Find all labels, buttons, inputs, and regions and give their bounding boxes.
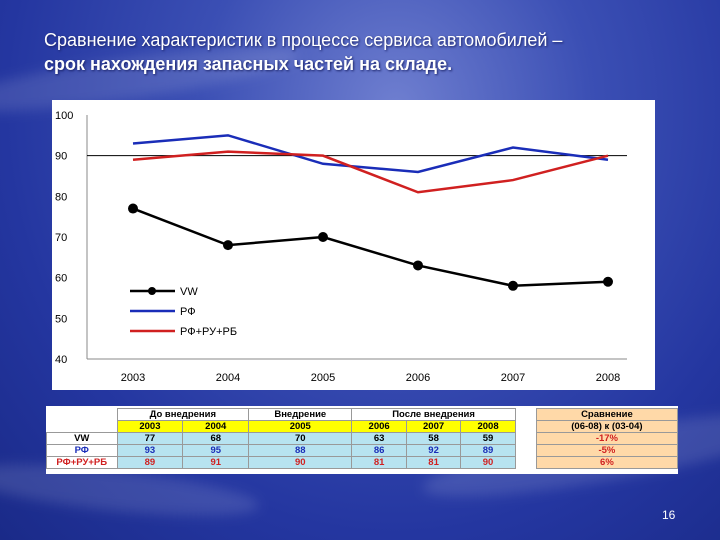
x-tick-label: 2005 xyxy=(311,372,335,384)
compare-cell: -5% xyxy=(535,444,679,457)
group-during: Внедрение xyxy=(248,408,353,421)
value-cell: 86 xyxy=(351,444,407,457)
data-point xyxy=(508,280,518,291)
title-line-2: срок нахождения запасных частей на склад… xyxy=(44,54,453,74)
slide-title: Сравнение характеристик в процессе серви… xyxy=(44,28,562,76)
value-cell: 91 xyxy=(182,456,250,469)
value-cell: 92 xyxy=(405,444,462,457)
table-gap xyxy=(515,433,536,445)
compare-sub: (06-08) к (03-04) xyxy=(535,420,679,433)
year-cell: 2007 xyxy=(405,420,462,433)
table-header-row: До внедрения Внедрение После внедрения С… xyxy=(47,408,679,421)
table-years-row: 2003 2004 2005 2006 2007 2008 (06-08) к … xyxy=(47,420,679,433)
year-cell: 2008 xyxy=(460,420,516,433)
compare-cell: 6% xyxy=(535,456,679,469)
y-tick-label: 50 xyxy=(55,313,67,325)
comparison-table-panel: До внедрения Внедрение После внедрения С… xyxy=(46,406,679,474)
line-chart: 40 50 60 70 80 90 100 2003 2004 2005 2006 2007 2008 V… xyxy=(55,110,627,384)
series-line-2 xyxy=(132,150,609,194)
value-cell: 81 xyxy=(351,456,407,469)
x-tick-label: 2007 xyxy=(501,372,525,384)
chart-panel: 40 50 60 70 80 90 100 2003 2004 2005 2006 2007 2008 V… xyxy=(52,100,655,390)
data-point xyxy=(603,276,613,287)
series-line-0 xyxy=(132,207,609,288)
x-tick-label: 2004 xyxy=(216,372,240,384)
y-tick-label: 70 xyxy=(55,232,67,244)
data-point xyxy=(223,240,233,251)
row-label: РФ+РУ+РБ xyxy=(46,456,118,469)
value-cell: 70 xyxy=(248,432,353,445)
group-compare: Сравнение xyxy=(535,408,679,421)
y-tick-label: 60 xyxy=(55,273,67,285)
x-tick-label: 2006 xyxy=(406,372,430,384)
value-cell: 81 xyxy=(405,456,462,469)
table-gap xyxy=(515,409,536,421)
row-label: VW xyxy=(46,432,118,445)
row-label: РФ xyxy=(46,444,118,457)
data-point xyxy=(128,203,138,214)
value-cell: 88 xyxy=(248,444,353,457)
legend-marker xyxy=(148,287,156,295)
value-cell: 95 xyxy=(182,444,250,457)
value-cell: 90 xyxy=(460,456,516,469)
year-cell: 2006 xyxy=(351,420,407,433)
year-cell: 2004 xyxy=(182,420,250,433)
year-cell: 2003 xyxy=(116,420,184,433)
table-gap xyxy=(515,445,536,457)
value-cell: 68 xyxy=(182,432,250,445)
data-point xyxy=(413,260,423,271)
group-before: До внедрения xyxy=(116,408,250,421)
table-row: РФ 93 95 88 86 92 89 -5% xyxy=(46,444,679,457)
value-cell: 89 xyxy=(460,444,516,457)
data-point xyxy=(318,232,328,242)
table-row: VW 77 68 70 63 58 59 -17% xyxy=(46,432,679,445)
value-cell: 93 xyxy=(116,444,184,457)
value-cell: 58 xyxy=(405,432,462,445)
x-tick-label: 2008 xyxy=(596,372,620,384)
y-tick-label: 40 xyxy=(55,354,67,366)
legend-label: РФ+РУ+РБ xyxy=(180,326,237,338)
value-cell: 63 xyxy=(351,432,407,445)
table-row: РФ+РУ+РБ 89 91 90 81 81 90 6% xyxy=(46,456,679,469)
legend-label: VW xyxy=(180,286,198,298)
x-tick-label: 2003 xyxy=(121,372,145,384)
title-line-1: Сравнение характеристик в процессе серви… xyxy=(44,30,563,50)
table-corner xyxy=(47,409,118,421)
year-cell: 2005 xyxy=(248,420,353,433)
y-tick-label: 100 xyxy=(55,110,73,122)
table-gap xyxy=(515,421,536,433)
compare-cell: -17% xyxy=(535,432,679,445)
value-cell: 59 xyxy=(460,432,516,445)
value-cell: 90 xyxy=(248,456,353,469)
page-number: 16 xyxy=(662,508,676,522)
table-gap xyxy=(515,457,536,469)
group-after: После внедрения xyxy=(351,408,516,421)
y-tick-label: 80 xyxy=(55,191,67,203)
comparison-table: До внедрения Внедрение После внедрения С… xyxy=(46,408,679,469)
y-tick-label: 90 xyxy=(55,151,67,163)
value-cell: 89 xyxy=(116,456,184,469)
value-cell: 77 xyxy=(116,432,184,445)
legend-label: РФ xyxy=(180,306,196,318)
table-corner xyxy=(47,421,118,433)
series-line-1 xyxy=(132,134,609,174)
